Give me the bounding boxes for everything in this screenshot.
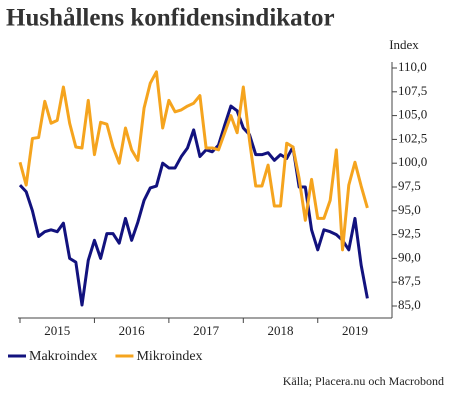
x-tick-label: 2019 — [342, 323, 368, 338]
x-tick-label: 2016 — [119, 323, 146, 338]
x-tick-label: 2018 — [268, 323, 294, 338]
legend-label: Makroindex — [29, 349, 97, 364]
y-tick-label: 92,5 — [398, 226, 421, 241]
y-axis-label: Index — [389, 37, 419, 52]
y-tick-label: 110,0 — [398, 59, 427, 74]
y-tick-label: 100,0 — [398, 154, 427, 169]
y-tick-label: 97,5 — [398, 178, 421, 193]
y-tick-label: 107,5 — [398, 83, 427, 98]
y-tick-label: 95,0 — [398, 202, 421, 217]
x-tick-label: 2015 — [44, 323, 70, 338]
source: Källa; Placera.nu och Macrobond — [283, 374, 444, 388]
y-tick-label: 102,5 — [398, 130, 427, 145]
y-tick-label: 105,0 — [398, 107, 427, 122]
y-tick-label: 85,0 — [398, 297, 421, 312]
line-series — [18, 70, 369, 252]
y-tick-label: 87,5 — [398, 273, 421, 288]
x-tick-label: 2017 — [193, 323, 220, 338]
chart-title: Hushållens konfidensindikator — [6, 5, 335, 32]
line-series — [18, 104, 369, 307]
y-tick-label: 90,0 — [398, 249, 421, 264]
legend-label: Mikroindex — [136, 349, 202, 364]
